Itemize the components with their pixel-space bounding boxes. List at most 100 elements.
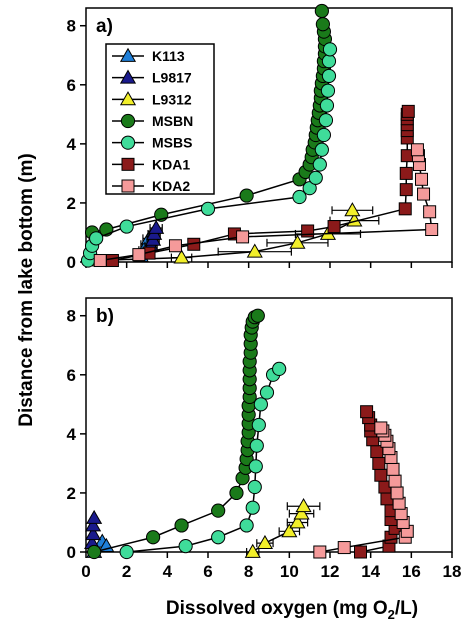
legend-label: MSBN <box>152 113 193 129</box>
data-point <box>245 500 260 515</box>
data-point <box>239 518 254 533</box>
data-point <box>148 219 165 234</box>
x-tick-label: 12 <box>321 562 340 581</box>
series-msbs <box>80 42 338 268</box>
data-point <box>398 202 412 216</box>
data-point <box>93 254 107 268</box>
data-point <box>417 187 431 201</box>
data-point <box>239 188 254 203</box>
y-tick-label: 0 <box>67 543 76 562</box>
legend-label: KDA1 <box>152 156 190 172</box>
data-point <box>425 223 439 237</box>
data-point <box>316 127 331 143</box>
data-point <box>410 143 424 157</box>
data-point <box>337 541 351 555</box>
data-point <box>295 498 312 513</box>
data-point <box>390 486 404 500</box>
data-point <box>256 534 273 550</box>
data-point <box>314 3 329 19</box>
data-point <box>173 249 190 264</box>
data-point <box>344 202 361 217</box>
data-point <box>292 189 307 205</box>
series-l9312 <box>244 498 321 558</box>
data-point <box>321 54 337 69</box>
data-point <box>315 17 330 32</box>
data-point <box>87 544 102 560</box>
x-tick-label: 18 <box>443 562 462 581</box>
plot-frame <box>85 7 453 263</box>
legend-marker <box>121 179 135 193</box>
x-axis-label: Dissolved oxygen (mg O2/L) <box>166 598 418 622</box>
data-point <box>236 230 250 244</box>
data-point <box>312 157 327 172</box>
data-point <box>272 361 287 376</box>
data-point <box>146 530 161 545</box>
series-msbs <box>119 361 287 560</box>
x-tick-label: 14 <box>361 562 380 581</box>
panel-label: a) <box>96 16 113 37</box>
legend-marker <box>119 47 137 62</box>
legend-label: MSBS <box>152 135 192 151</box>
legend-marker <box>119 91 137 106</box>
data-point <box>281 523 298 538</box>
data-point <box>308 170 323 185</box>
data-point <box>85 517 102 532</box>
data-point <box>200 201 216 216</box>
data-point <box>178 538 193 554</box>
data-point <box>289 234 306 249</box>
y-tick-label: 6 <box>67 366 76 385</box>
series-kda2 <box>313 421 414 559</box>
series-msbn <box>87 308 265 560</box>
legend-marker <box>119 69 137 84</box>
x-tick-label: 8 <box>244 562 253 581</box>
legend-label: L9817 <box>152 70 192 86</box>
data-point <box>399 166 413 180</box>
y-tick-label: 2 <box>67 484 76 503</box>
data-point <box>374 421 388 435</box>
data-point <box>372 456 386 470</box>
data-point <box>289 514 306 529</box>
data-point <box>247 479 262 495</box>
data-point <box>253 397 268 412</box>
panel-a: 0 2 4 6 8 a) K113 L9817 L9312 MSBN MSBS KDA1 KDA2 <box>67 3 453 272</box>
series-kda2 <box>93 143 439 268</box>
y-tick-label: 4 <box>67 425 77 444</box>
y-tick-label: 8 <box>67 307 76 326</box>
data-point <box>259 385 275 400</box>
y-tick-label: 6 <box>67 76 76 95</box>
data-point <box>246 243 263 258</box>
data-point <box>174 518 189 533</box>
x-tick-label: 10 <box>280 562 299 581</box>
data-point <box>85 526 102 541</box>
data-point <box>313 545 327 559</box>
data-point <box>318 113 334 128</box>
series-kda1 <box>105 104 415 268</box>
y-tick-label: 8 <box>67 17 76 36</box>
legend-marker <box>120 113 136 129</box>
data-point <box>86 509 103 524</box>
panel-label: b) <box>96 306 114 327</box>
y-tick-label: 0 <box>67 253 76 272</box>
data-point <box>314 142 329 157</box>
x-tick-label: 6 <box>203 562 212 581</box>
data-point <box>415 172 428 186</box>
data-point <box>251 417 266 433</box>
data-point <box>374 468 388 482</box>
plot-frame <box>85 297 453 553</box>
data-point <box>399 183 413 197</box>
data-point <box>327 220 341 234</box>
data-point <box>105 254 119 268</box>
panel-b: 0 2 4 6 8 0 2 4 6 8 10 12 14 16 18 b) <box>67 297 462 581</box>
legend-label: K113 <box>152 48 185 64</box>
y-tick-label: 4 <box>67 135 77 154</box>
y-axis-label: Distance from lake bottom (m) <box>16 153 37 426</box>
data-point <box>211 530 226 545</box>
y-tick-label: 2 <box>67 194 76 213</box>
data-point <box>211 503 226 518</box>
data-point <box>89 231 104 246</box>
data-point <box>386 462 400 476</box>
data-point <box>302 181 317 196</box>
legend-label: L9312 <box>152 91 192 107</box>
data-point <box>119 219 134 234</box>
